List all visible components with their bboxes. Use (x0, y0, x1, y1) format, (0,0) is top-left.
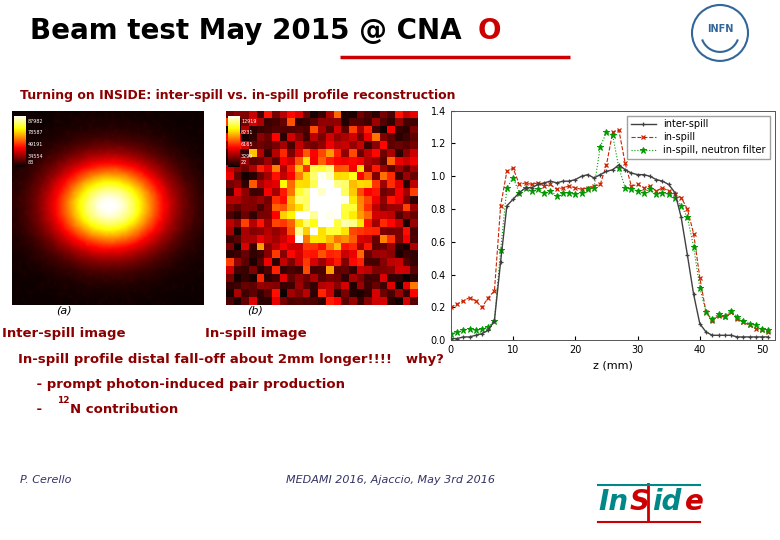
Text: Beam test May 2015 @ CNA: Beam test May 2015 @ CNA (30, 17, 462, 45)
Text: - prompt photon-induced pair production: - prompt photon-induced pair production (18, 379, 345, 392)
in-spill (614, 127, 623, 133)
in-spill (558, 185, 568, 191)
Text: 12919: 12919 (241, 119, 257, 124)
Text: -: - (18, 403, 47, 416)
in-spill, neutron filter (471, 327, 480, 334)
inter-spill (596, 171, 605, 178)
Text: e: e (685, 488, 704, 516)
Line: in-spill, neutron filter: in-spill, neutron filter (448, 129, 771, 337)
inter-spill (745, 334, 754, 340)
Text: 83: 83 (27, 160, 34, 165)
Text: P. Cerello: P. Cerello (20, 475, 72, 485)
in-spill, neutron filter (658, 190, 667, 196)
Text: 49191: 49191 (27, 142, 43, 147)
in-spill (471, 298, 480, 304)
inter-spill (614, 161, 623, 168)
Text: 22: 22 (241, 160, 247, 165)
in-spill (645, 183, 654, 190)
Text: 87982: 87982 (27, 119, 43, 124)
Text: In: In (598, 488, 628, 516)
Text: INFN: INFN (707, 24, 733, 34)
in-spill (764, 329, 773, 335)
in-spill, neutron filter (446, 330, 456, 337)
Text: MEDAMI 2016, Ajaccio, May 3rd 2016: MEDAMI 2016, Ajaccio, May 3rd 2016 (285, 475, 495, 485)
Text: In-spill image: In-spill image (204, 327, 307, 341)
inter-spill (471, 332, 480, 339)
Text: 12: 12 (57, 396, 69, 405)
in-spill (658, 185, 667, 191)
inter-spill (645, 173, 654, 179)
in-spill, neutron filter (645, 186, 654, 193)
Line: in-spill: in-spill (448, 128, 771, 334)
inter-spill (446, 335, 456, 342)
Text: O: O (478, 17, 502, 45)
in-spill (446, 304, 456, 310)
Text: 6165: 6165 (241, 142, 254, 147)
in-spill, neutron filter (745, 321, 754, 327)
in-spill, neutron filter (558, 190, 568, 196)
inter-spill (558, 178, 568, 185)
in-spill, neutron filter (602, 129, 612, 135)
Text: Turning on INSIDE: inter-spill vs. in-spill profile reconstruction: Turning on INSIDE: inter-spill vs. in-sp… (20, 89, 455, 102)
Text: (a): (a) (55, 305, 71, 315)
Text: 34554: 34554 (27, 154, 43, 159)
Text: 78587: 78587 (27, 131, 43, 136)
Text: 3299: 3299 (241, 154, 254, 159)
in-spill, neutron filter (764, 327, 773, 334)
Text: id: id (652, 488, 682, 516)
inter-spill (658, 178, 667, 185)
Text: 8231: 8231 (241, 131, 254, 136)
Legend: inter-spill, in-spill, in-spill, neutron filter: inter-spill, in-spill, in-spill, neutron… (627, 116, 770, 159)
Text: S: S (630, 488, 650, 516)
Text: Inter-spill image: Inter-spill image (2, 327, 126, 341)
Line: inter-spill: inter-spill (448, 163, 771, 341)
in-spill (596, 181, 605, 188)
in-spill, neutron filter (596, 144, 605, 150)
Text: N contribution: N contribution (70, 403, 179, 416)
inter-spill (764, 334, 773, 340)
in-spill (745, 322, 754, 329)
X-axis label: z (mm): z (mm) (593, 361, 633, 370)
Text: In-spill profile distal fall-off about 2mm longer!!!!   why?: In-spill profile distal fall-off about 2… (18, 353, 444, 366)
Text: (b): (b) (247, 305, 264, 315)
